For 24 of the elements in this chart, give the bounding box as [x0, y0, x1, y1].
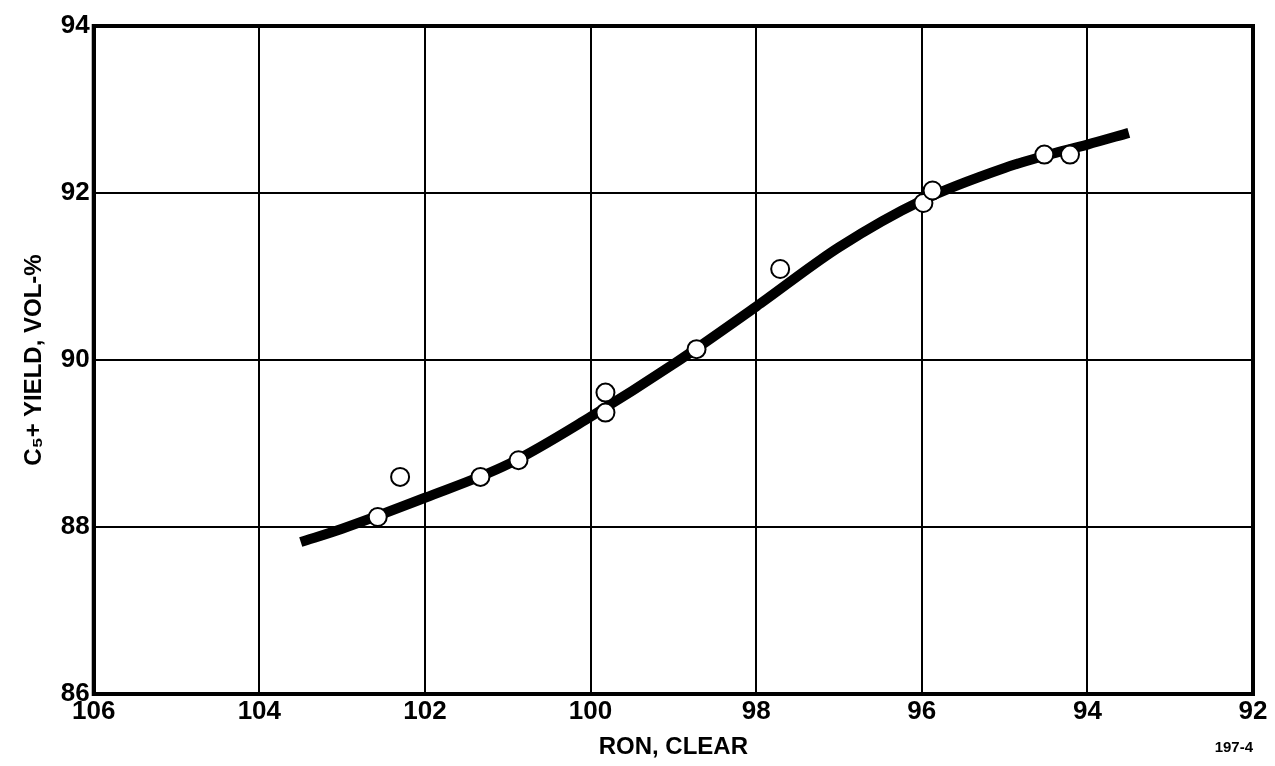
- x-tick-label: 94: [1072, 694, 1103, 725]
- y-tick-label: 90: [60, 343, 90, 374]
- y-tick-label: 88: [60, 510, 90, 541]
- x-tick-label: 102: [403, 694, 447, 725]
- point: [1060, 144, 1080, 165]
- point: [686, 339, 707, 360]
- y-tick-label: 92: [60, 176, 90, 207]
- x-axis-title: RON, CLEAR: [598, 732, 749, 760]
- y-axis-title: C₅+ YIELD, VOL-%: [19, 254, 47, 466]
- point: [770, 258, 791, 279]
- point: [367, 506, 388, 527]
- point: [595, 402, 616, 423]
- x-tick-label: 98: [741, 694, 771, 725]
- text: 197-4: [1214, 738, 1254, 755]
- point: [922, 180, 943, 201]
- point: [1034, 144, 1055, 165]
- x-tick-label: 100: [568, 694, 613, 725]
- point: [508, 450, 529, 471]
- y-tick-label: 94: [60, 9, 91, 40]
- x-tick-label: 92: [1238, 694, 1268, 725]
- x-tick-label: 96: [907, 694, 937, 725]
- point: [390, 466, 411, 487]
- point: [470, 466, 491, 487]
- x-tick-label: 104: [237, 694, 282, 725]
